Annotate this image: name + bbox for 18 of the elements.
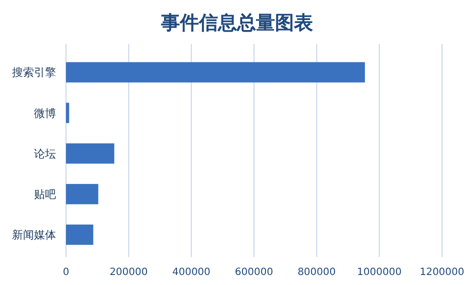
y-tick-label: 搜索引擎 (12, 66, 56, 80)
y-tick-label: 贴吧 (34, 188, 56, 201)
bar (66, 62, 365, 82)
x-tick-label: 200000 (110, 267, 148, 278)
x-tick-label: 800000 (298, 267, 336, 278)
x-tick-label: 0 (62, 267, 70, 278)
bar (66, 224, 94, 245)
x-tick-label: 600000 (234, 267, 274, 278)
y-tick-label: 微博 (34, 106, 56, 120)
bar (66, 143, 114, 164)
x-tick-label: 1000000 (357, 267, 402, 278)
y-tick-label: 论坛 (34, 147, 56, 160)
x-tick-label: 400000 (172, 267, 210, 278)
x-tick-label: 1200000 (420, 267, 464, 278)
bar (66, 102, 70, 124)
chart-title: 事件信息总量图表 (160, 12, 314, 34)
bar (66, 184, 98, 204)
y-tick-label: 新闻媒体 (12, 228, 56, 242)
